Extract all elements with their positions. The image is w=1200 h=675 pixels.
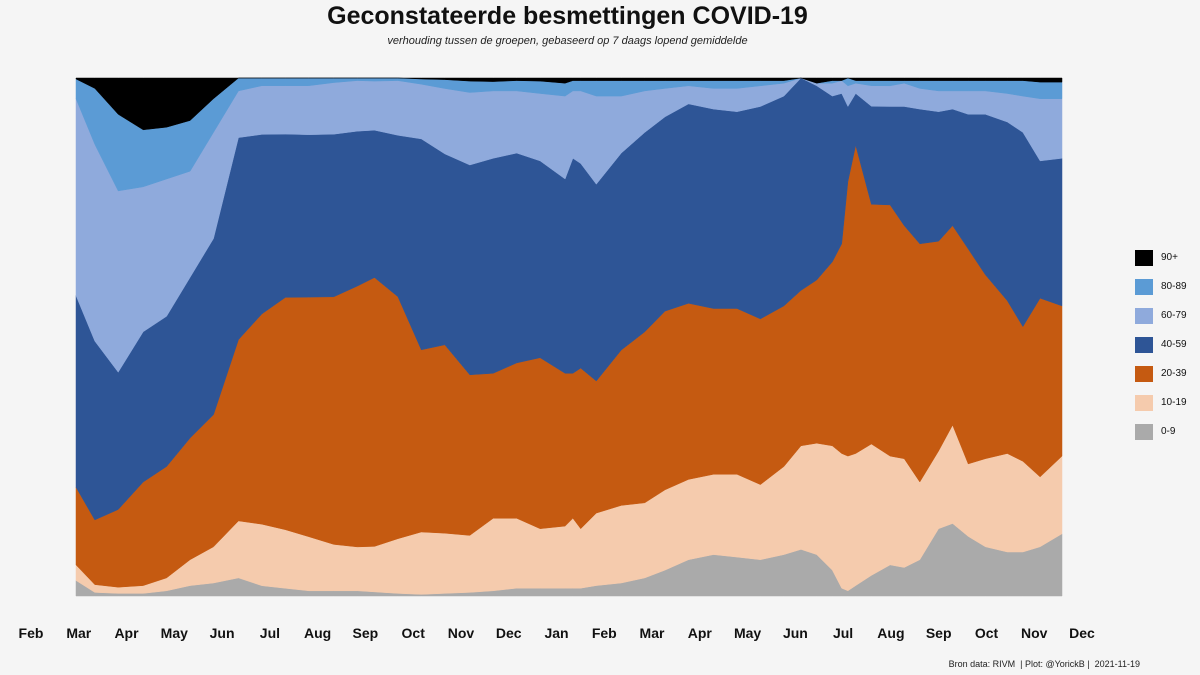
chart-title: Geconstateerde besmettingen COVID-19	[327, 2, 808, 30]
x-tick-label: Mar	[66, 625, 91, 641]
legend-swatch	[1135, 365, 1153, 382]
legend-item: 60-79	[1135, 301, 1187, 330]
legend-item: 10-19	[1135, 388, 1187, 417]
legend-swatch	[1135, 336, 1153, 353]
legend-label: 10-19	[1161, 397, 1187, 408]
source-caption: Bron data: RIVM | Plot: @YorickB | 2021-…	[948, 659, 1140, 669]
legend-item: 90+	[1135, 243, 1187, 272]
x-axis: Feb Mar Apr May Jun Jul Aug Sep Oct Nov Dec Jan Feb M…	[19, 625, 1095, 641]
legend-swatch	[1135, 249, 1153, 266]
x-tick-label: Jul	[260, 625, 280, 641]
x-tick-label: Aug	[304, 625, 331, 641]
legend-item: 20-39	[1135, 359, 1187, 388]
x-tick-label: May	[161, 625, 188, 641]
legend-label: 90+	[1161, 252, 1178, 263]
x-tick-label: Sep	[926, 625, 952, 641]
x-tick-label: Dec	[1069, 625, 1095, 641]
x-tick-label: Feb	[592, 625, 617, 641]
x-tick-label: Feb	[19, 625, 44, 641]
x-tick-label: Oct	[975, 625, 999, 641]
x-tick-label: Dec	[496, 625, 522, 641]
chart-subtitle: verhouding tussen de groepen, gebaseerd …	[387, 35, 748, 47]
x-tick-label: Aug	[877, 625, 904, 641]
legend-swatch	[1135, 307, 1153, 324]
legend-swatch	[1135, 423, 1153, 440]
legend-swatch	[1135, 394, 1153, 411]
stacked-area-group	[75, 77, 1063, 597]
x-tick-label: Jul	[833, 625, 853, 641]
area-series-90+	[75, 77, 1063, 131]
legend-label: 80-89	[1161, 281, 1187, 292]
legend-label: 20-39	[1161, 368, 1187, 379]
x-tick-label: Oct	[402, 625, 426, 641]
x-tick-label: Jan	[544, 625, 568, 641]
x-tick-label: Nov	[448, 625, 475, 641]
x-tick-label: Apr	[114, 625, 139, 641]
legend-label: 60-79	[1161, 310, 1187, 321]
x-tick-label: Nov	[1021, 625, 1048, 641]
x-tick-label: Jun	[783, 625, 808, 641]
legend-label: 40-59	[1161, 339, 1187, 350]
x-tick-label: Mar	[640, 625, 665, 641]
legend-label: 0-9	[1161, 426, 1176, 437]
x-tick-label: Jun	[210, 625, 235, 641]
legend-item: 80-89	[1135, 272, 1187, 301]
legend-item: 40-59	[1135, 330, 1187, 359]
legend-item: 0-9	[1135, 417, 1187, 446]
legend: 90+ 80-89 60-79 40-59 20-39 10-19 0-9	[1135, 243, 1187, 446]
x-tick-label: May	[734, 625, 761, 641]
x-tick-label: Apr	[688, 625, 713, 641]
legend-swatch	[1135, 278, 1153, 295]
x-tick-label: Sep	[353, 625, 379, 641]
